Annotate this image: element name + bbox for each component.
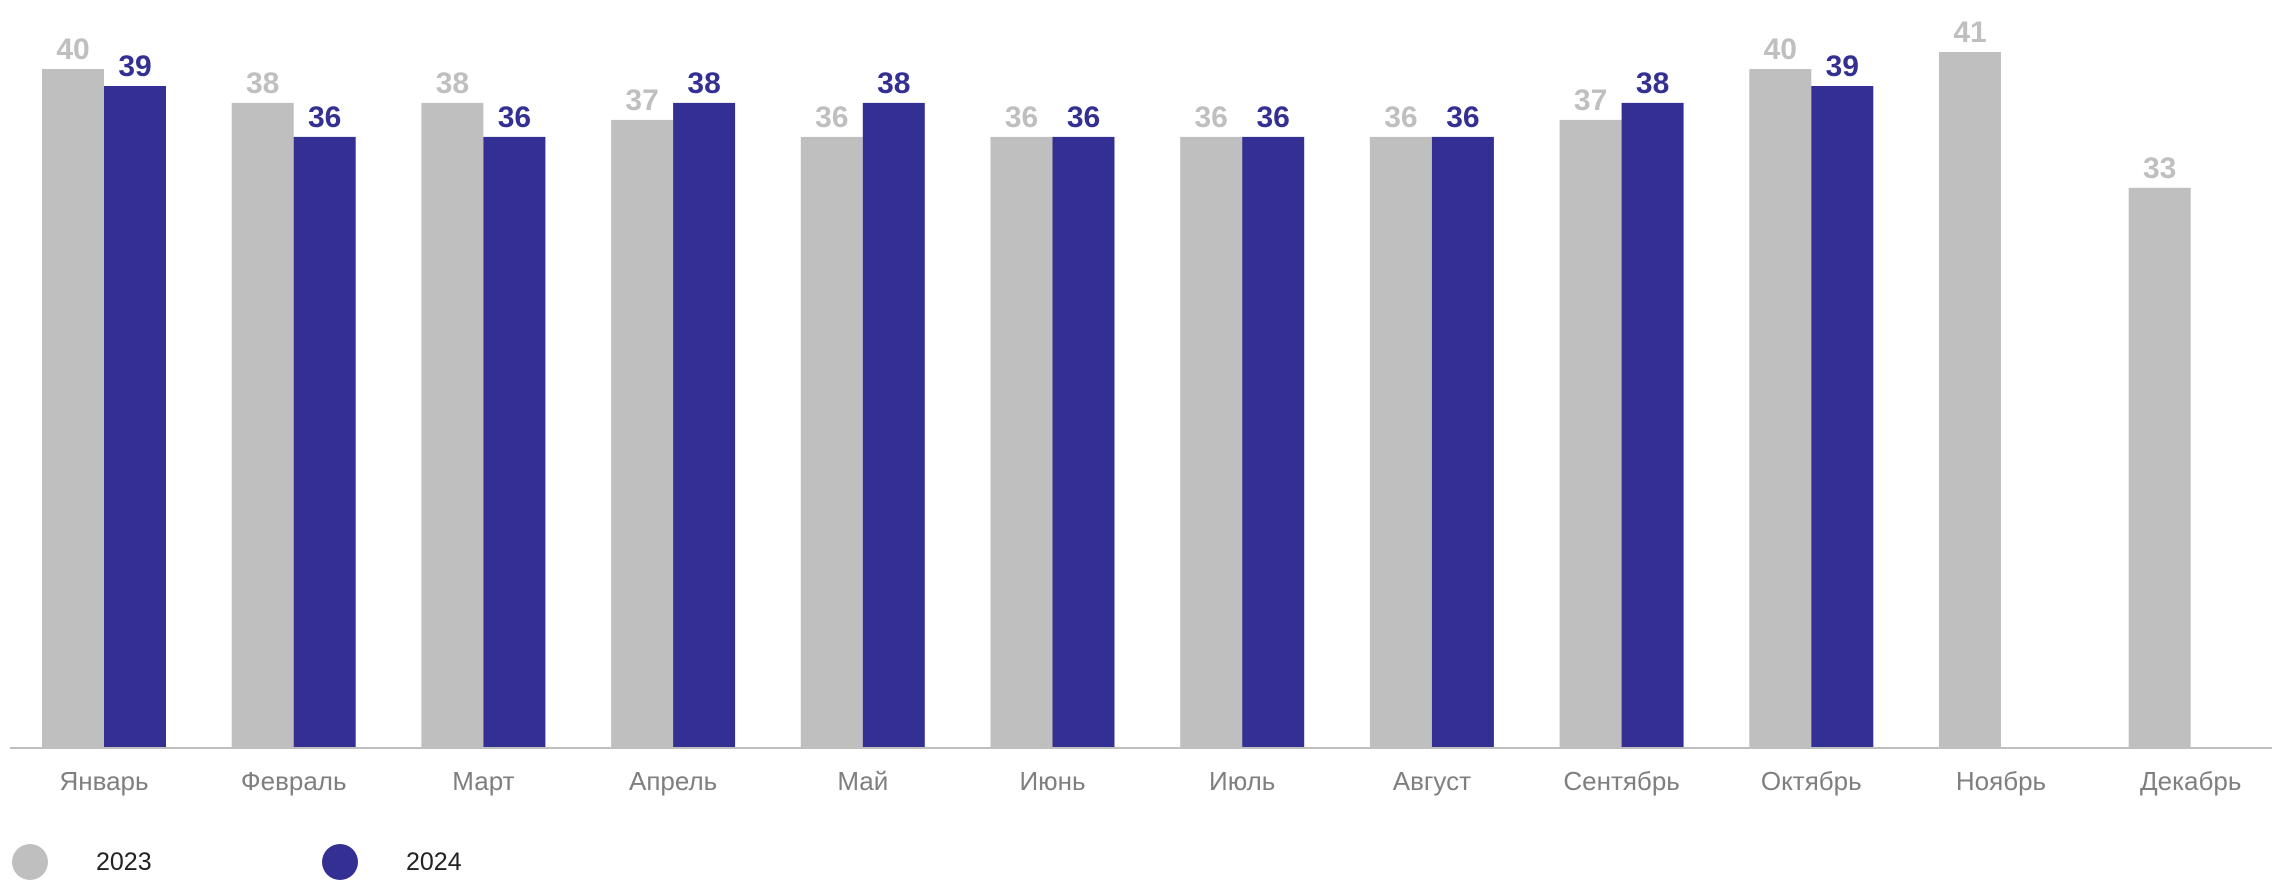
category-label-4: Апрель	[629, 766, 717, 796]
value-label-2024-3: 36	[498, 101, 531, 134]
category-label-11: Ноябрь	[1956, 766, 2046, 796]
bar-2024-9	[1621, 102, 1684, 748]
bar-2023-11	[1939, 52, 2001, 748]
bar-2024-7	[1242, 136, 1305, 748]
category-label-3: Март	[452, 766, 514, 796]
value-labels-group: 40 39 38 36 38 36 37 38 36 38 36 36 36 36 36 36 37 38 40 39…	[56, 16, 2176, 185]
bar-2023-6	[990, 136, 1053, 748]
category-label-2: Февраль	[241, 766, 347, 796]
value-label-2024-2: 36	[308, 101, 341, 134]
value-label-2024-7: 36	[1257, 101, 1290, 134]
bar-2024-6	[1052, 136, 1115, 748]
category-label-5: Май	[837, 766, 888, 796]
bar-2024-8	[1431, 136, 1494, 748]
bar-2023-2	[231, 102, 294, 748]
bar-2023-10	[1749, 69, 1812, 748]
value-label-2023-6: 36	[1005, 101, 1038, 134]
bar-2023-5	[800, 136, 863, 748]
value-label-2024-9: 38	[1636, 67, 1669, 100]
value-label-2023-1: 40	[56, 33, 89, 66]
category-label-9: Сентябрь	[1563, 766, 1679, 796]
bar-2024-4	[673, 102, 736, 748]
legend-label-2024: 2024	[406, 848, 462, 876]
bar-2023-4	[611, 119, 674, 748]
bar-2023-12	[2128, 187, 2191, 749]
bars-group	[42, 52, 2191, 749]
legend-item-2024: 2024	[322, 844, 462, 880]
legend-label-2023: 2023	[96, 848, 152, 876]
legend: 2023 2024	[0, 844, 600, 880]
bar-2023-1	[42, 69, 104, 748]
bar-2024-2	[293, 136, 356, 748]
bar-chart: 40 39 38 36 38 36 37 38 36 38 36 36 36 36 36 36 37 38 40 39…	[10, 16, 2272, 796]
value-label-2023-4: 37	[625, 84, 658, 117]
bar-2024-10	[1811, 86, 1874, 748]
value-label-2023-5: 36	[815, 101, 848, 134]
value-label-2024-5: 38	[877, 67, 910, 100]
category-label-10: Октябрь	[1761, 766, 1862, 796]
category-label-8: Август	[1393, 766, 1471, 796]
value-label-2024-4: 38	[687, 67, 720, 100]
value-label-2023-2: 38	[246, 67, 279, 100]
value-label-2023-12: 33	[2143, 152, 2176, 185]
category-labels-group: Январь Февраль Март Апрель Май Июнь Июль Август…	[59, 766, 2241, 796]
value-label-2023-3: 38	[436, 67, 469, 100]
legend-swatch-2024	[322, 844, 358, 880]
bar-2023-3	[421, 102, 484, 748]
value-label-2024-1: 39	[118, 50, 151, 83]
bar-2023-7	[1180, 136, 1243, 748]
value-label-2023-9: 37	[1574, 84, 1607, 117]
bar-2024-3	[483, 136, 546, 748]
value-label-2024-6: 36	[1067, 101, 1100, 134]
bar-2024-5	[862, 102, 925, 748]
legend-swatch-2023	[12, 844, 48, 880]
value-label-2024-8: 36	[1446, 101, 1479, 134]
value-label-2023-10: 40	[1764, 33, 1797, 66]
bar-2023-9	[1559, 119, 1622, 748]
category-label-1: Январь	[59, 766, 148, 796]
category-label-6: Июнь	[1019, 766, 1085, 796]
category-label-7: Июль	[1209, 766, 1275, 796]
legend-item-2023: 2023	[12, 844, 152, 880]
bar-2023-8	[1369, 136, 1432, 748]
value-label-2024-10: 39	[1826, 50, 1859, 83]
value-label-2023-8: 36	[1384, 101, 1417, 134]
category-label-12: Декабрь	[2140, 766, 2241, 796]
bar-2024-1	[104, 86, 166, 748]
value-label-2023-7: 36	[1195, 101, 1228, 134]
value-label-2023-11: 41	[1953, 16, 1986, 49]
